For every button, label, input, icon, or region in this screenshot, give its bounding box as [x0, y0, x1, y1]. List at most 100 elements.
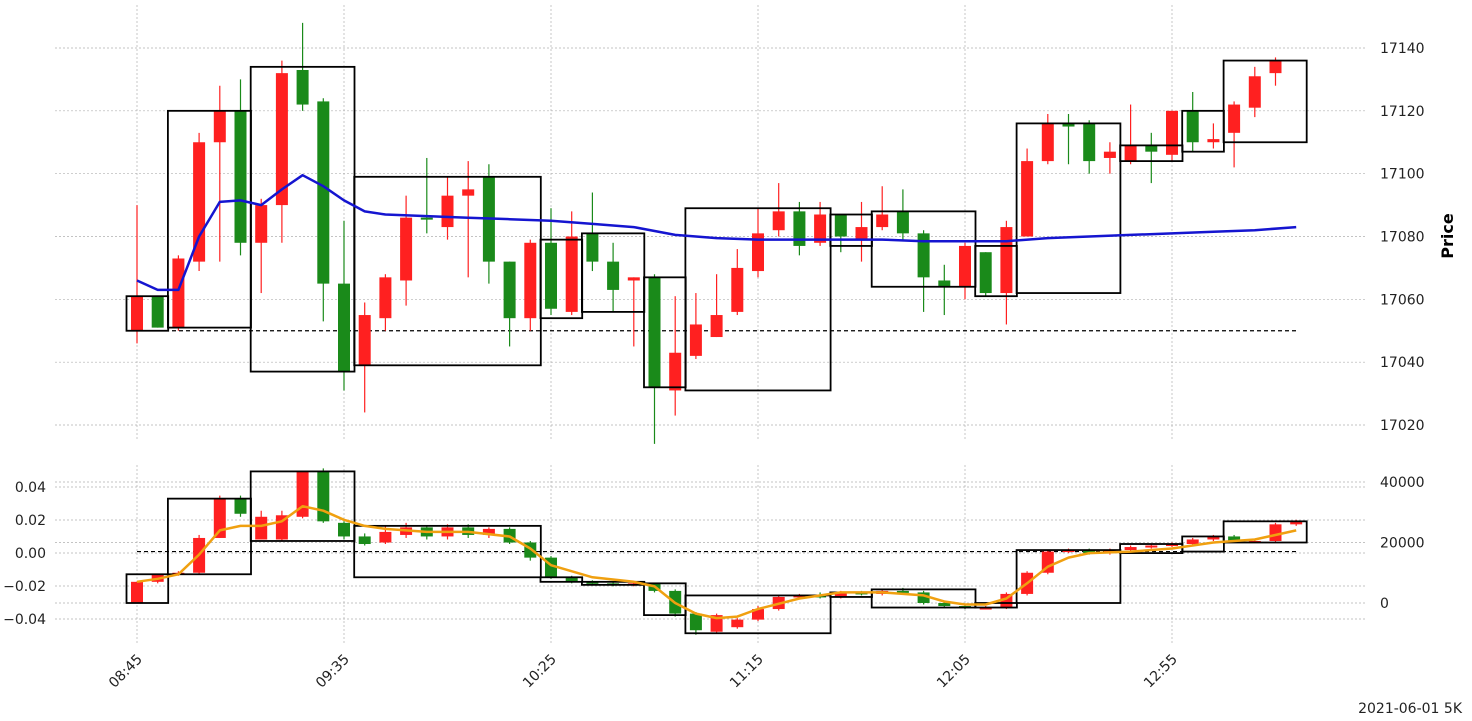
oscillator-range-box: [684, 594, 832, 635]
oscillator-moving-average: [136, 504, 1297, 620]
price-candle-body: [855, 227, 868, 240]
oscillator-candle-body: [1228, 536, 1241, 541]
oscillator-range-box: [539, 576, 584, 583]
price-candle-body: [193, 142, 206, 262]
price-candle-body: [627, 277, 640, 281]
price-candle-body: [338, 283, 350, 372]
price-candle-body: [814, 214, 827, 243]
price-candle-body: [917, 233, 930, 278]
price-candle-body: [648, 277, 661, 388]
x-tick-label: 11:15: [727, 652, 767, 692]
oscillator-range-box: [125, 573, 170, 604]
price-candle-body: [524, 242, 537, 319]
price-moving-average-line: [136, 173, 1297, 292]
price-range-boxes: [125, 59, 1308, 392]
price-candle-body: [1062, 123, 1075, 127]
oscillator-candle-body: [1207, 536, 1220, 540]
oscillator-left-tick-label: 0.00: [15, 546, 46, 562]
oscillator-candle-body: [938, 603, 951, 607]
price-candle-body: [1166, 110, 1178, 155]
oscillator-left-tick-label: 0.02: [15, 513, 46, 529]
oscillator-candle-body: [1186, 539, 1199, 545]
price-candle-body: [834, 214, 847, 237]
oscillator-candle-body: [1062, 550, 1075, 553]
x-tick-label: 12:55: [1141, 652, 1181, 692]
oscillator-candle-body: [710, 615, 723, 632]
x-tick-label: 10:25: [520, 652, 560, 692]
price-candle-body: [1103, 151, 1116, 158]
price-candle-body: [896, 211, 909, 234]
oscillator-candle-body: [1124, 547, 1137, 551]
oscillator-candle-body: [834, 592, 847, 597]
oscillator-range-box: [870, 588, 977, 609]
price-candle-body: [317, 101, 330, 284]
x-tick-label: 08:45: [106, 652, 146, 692]
price-candle-body: [1248, 76, 1261, 108]
price-candle-body: [1000, 227, 1013, 294]
price-candle-body: [1269, 60, 1282, 74]
oscillator-candle-body: [586, 581, 599, 584]
price-candle-body: [689, 324, 702, 356]
oscillator-left-y-axis: 0.04 0.02 0.00 −0.02 −0.04: [3, 480, 46, 628]
oscillator-candle-body: [979, 607, 992, 610]
oscillator-left-tick-label: 0.04: [15, 480, 46, 496]
price-candle-body: [255, 205, 268, 243]
price-candle-body: [172, 258, 185, 328]
oscillator-candle-body: [917, 592, 930, 603]
price-candle-body: [1041, 123, 1054, 162]
price-tick-label: 17140: [1380, 41, 1425, 57]
oscillator-candle-body: [255, 516, 268, 540]
oscillator-candle-body: [358, 536, 371, 545]
oscillator-candle-body: [731, 619, 744, 628]
price-tick-label: 17060: [1380, 292, 1425, 308]
price-candle-body: [400, 217, 413, 281]
price-candle-body: [938, 280, 951, 287]
oscillator-candle-body: [1041, 551, 1054, 573]
oscillator-candle-body: [565, 577, 578, 582]
oscillator-candle-body: [689, 613, 702, 631]
price-y-axis: 17020 17040 17060 17080 17100 17120 17140 Price: [1380, 41, 1457, 434]
oscillator-candle-body: [1269, 524, 1282, 541]
oscillator-candle-body: [482, 528, 495, 535]
price-candle-body: [876, 214, 889, 228]
time-x-axis: 08:45 09:35 10:25 11:15 12:05 12:55: [106, 652, 1181, 692]
price-candle-body: [1228, 104, 1241, 133]
price-candle-body: [462, 189, 475, 196]
price-candle-body: [151, 296, 164, 328]
price-candle-body: [1083, 123, 1096, 162]
price-candle-body: [545, 242, 557, 309]
price-candle-body: [1021, 161, 1034, 237]
price-candle-body: [669, 352, 682, 391]
price-candle-body: [503, 261, 516, 319]
oscillator-left-tick-label: −0.04: [3, 612, 46, 628]
price-candle-body: [131, 296, 143, 331]
price-candle-body: [1207, 139, 1220, 143]
oscillator-range-box: [353, 524, 542, 579]
price-range-box: [1222, 59, 1308, 144]
price-candle-body: [1124, 145, 1137, 162]
oscillator-right-tick-label: 40000: [1380, 475, 1425, 491]
price-candle-body: [358, 315, 371, 366]
oscillator-candle-body: [379, 531, 392, 543]
price-candle-body: [731, 267, 744, 312]
price-candle-body: [1186, 110, 1199, 143]
oscillator-right-tick-label: 20000: [1380, 536, 1425, 552]
price-candle-body: [793, 211, 806, 246]
chart-date-label: 2021-06-01 5K: [1358, 701, 1462, 717]
price-range-box: [1015, 122, 1122, 294]
oscillator-candle-body: [213, 498, 226, 538]
x-tick-label: 12:05: [934, 652, 974, 692]
oscillator-candle-body: [752, 609, 764, 620]
price-candle-body: [234, 110, 247, 243]
price-tick-label: 17080: [1380, 230, 1425, 246]
price-candle-body: [565, 236, 578, 312]
price-candle-body: [275, 73, 288, 206]
price-range-box: [684, 207, 832, 392]
price-candle-body: [959, 245, 971, 287]
price-axis-title: Price: [1438, 213, 1457, 259]
price-candle-body: [296, 69, 309, 105]
price-candle-body: [586, 233, 599, 262]
oscillator-left-tick-label: −0.02: [3, 579, 46, 595]
price-range-box: [581, 232, 646, 313]
